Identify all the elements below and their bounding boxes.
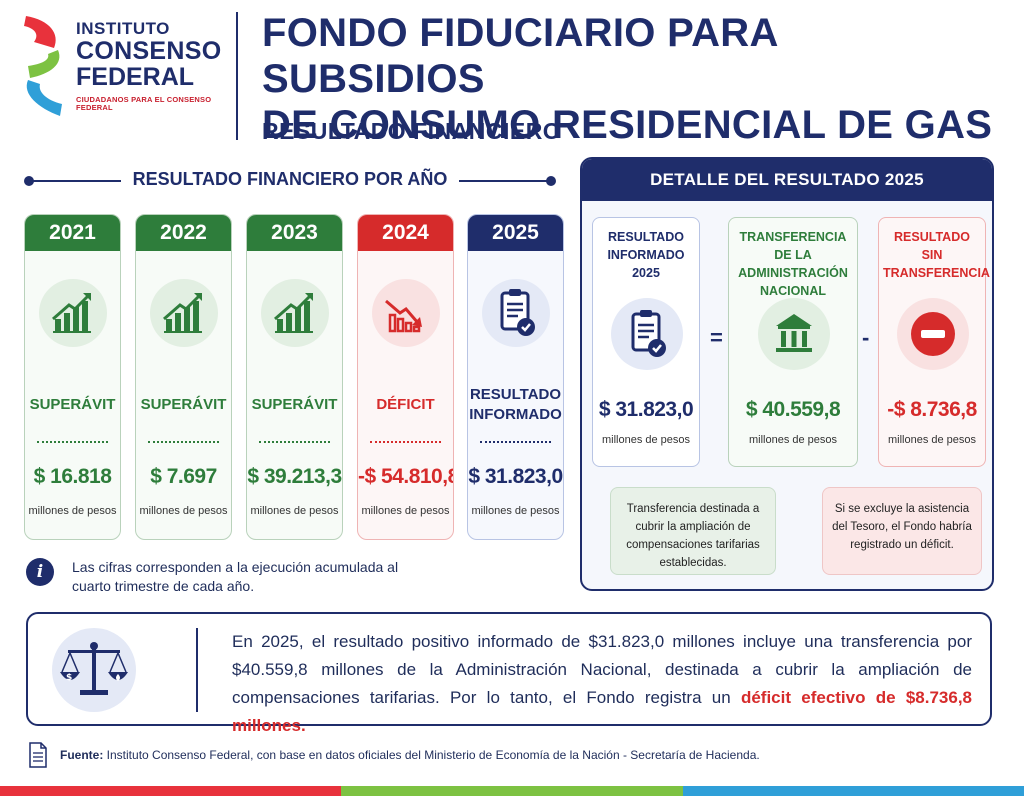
detail-card-without-transfer: RESULTADO SIN TRANSFERENCIA -$ 8.736,8 m…	[878, 217, 990, 467]
year-value: $ 39.213,3	[247, 465, 342, 488]
detail-card-transfer: TRANSFERENCIA DE LA ADMINISTRACIÓN NACIO…	[728, 217, 858, 467]
section-dot-right	[546, 176, 556, 186]
detail-card-unit: millones de pesos	[887, 434, 977, 446]
title-line: TRANSFERENCIA	[883, 266, 990, 280]
title-line: INFORMADO 2025	[607, 248, 685, 280]
year-unit: millones de pesos	[139, 505, 228, 517]
equals-sign: =	[710, 325, 723, 350]
year-value: $ 16.818	[33, 465, 112, 488]
minus-circle-icon	[897, 298, 969, 370]
dotted-separator	[480, 441, 551, 443]
year-label: 2021	[25, 215, 120, 251]
detail-card-unit: millones de pesos	[748, 434, 838, 446]
year-status-line-2: INFORMADO	[469, 406, 562, 423]
chart-up-icon	[150, 279, 218, 347]
detail-card-title: TRANSFERENCIA DE LA ADMINISTRACIÓN NACIO…	[733, 228, 853, 300]
detail-card-unit: millones de pesos	[601, 434, 691, 446]
title-line: RESULTADO	[608, 230, 684, 244]
section-dot-left	[24, 176, 34, 186]
logo-line-3: FEDERAL	[76, 63, 195, 91]
source-note: Fuente: Instituto Consenso Federal, con …	[60, 748, 760, 762]
footer-color-bar	[0, 786, 1024, 796]
institute-logo: INSTITUTO CONSENSO FEDERAL CIUDADANOS PA…	[20, 10, 230, 130]
dotted-separator	[259, 441, 330, 443]
year-unit: millones de pesos	[471, 505, 560, 517]
government-building-icon	[758, 298, 830, 370]
year-value: $ 31.823,0	[468, 465, 563, 488]
transfer-note: Transferencia destinada a cubrir la ampl…	[610, 487, 776, 575]
logo-tagline: CIUDADANOS PARA EL CONSENSO FEDERAL	[76, 95, 212, 112]
detail-card-title: RESULTADO INFORMADO 2025	[597, 228, 695, 282]
summary-text: En 2025, el resultado positivo informado…	[232, 628, 972, 740]
clipboard-check-icon	[482, 279, 550, 347]
source-text: Instituto Consenso Federal, con base en …	[103, 748, 760, 762]
year-unit: millones de pesos	[361, 505, 450, 517]
chart-up-icon	[261, 279, 329, 347]
title-line: ADMINISTRACIÓN	[738, 266, 848, 280]
year-status: RESULTADO INFORMADO	[468, 385, 563, 425]
year-label: 2023	[247, 215, 342, 251]
yearly-section-header: RESULTADO FINANCIERO POR AÑO	[24, 166, 556, 196]
year-card-2024: 2024 DÉFICIT -$ 54.810,8 millones de pes…	[357, 214, 454, 540]
info-icon: i	[26, 558, 54, 586]
dotted-separator	[37, 441, 108, 443]
detail-card-title: RESULTADO SIN TRANSFERENCIA	[883, 228, 990, 282]
color-bar-blue	[682, 786, 1024, 796]
year-card-2025: 2025 RESULTADO INFORMADO $ 31.823,0 mill…	[467, 214, 564, 540]
detail-card-value: $ 31.823,0	[598, 398, 694, 421]
year-value: -$ 54.810,8	[358, 465, 454, 488]
title-line-1: FONDO FIDUCIARIO PARA SUBSIDIOS	[262, 11, 778, 101]
logo-line-1: INSTITUTO	[76, 19, 170, 38]
summary-box: $ En 2025, el resultado positivo informa…	[26, 612, 992, 735]
source-label: Fuente:	[60, 748, 104, 762]
detail-title: DETALLE DEL RESULTADO 2025	[582, 159, 992, 201]
year-card-2021: 2021 SUPERÁVIT $ 16.818 millones de peso…	[24, 214, 121, 540]
year-card-2022: 2022 SUPERÁVIT $ 7.697 millones de pesos	[135, 214, 232, 540]
document-icon	[29, 742, 47, 768]
color-bar-green	[341, 786, 683, 796]
year-status: DÉFICIT	[376, 396, 435, 413]
header-divider	[236, 12, 238, 140]
balance-scale-icon: $	[52, 628, 136, 712]
detail-card-value: $ 40.559,8	[745, 398, 841, 421]
detail-panel: DETALLE DEL RESULTADO 2025 RESULTADO INF…	[580, 157, 994, 591]
year-card-2023: 2023 SUPERÁVIT $ 39.213,3 millones de pe…	[246, 214, 343, 540]
year-unit: millones de pesos	[28, 505, 117, 517]
title-line: TRANSFERENCIA DE LA	[739, 230, 847, 262]
year-value: $ 7.697	[150, 465, 217, 488]
year-label: 2022	[136, 215, 231, 251]
detail-card-reported: RESULTADO INFORMADO 2025 $ 31.823,0 mill…	[592, 217, 700, 467]
summary-body: En 2025, el resultado positivo informado…	[232, 632, 972, 707]
year-unit: millones de pesos	[250, 505, 339, 517]
chart-down-icon	[372, 279, 440, 347]
dotted-separator	[148, 441, 219, 443]
yearly-section-title: RESULTADO FINANCIERO POR AÑO	[120, 169, 460, 189]
page-title: FONDO FIDUCIARIO PARA SUBSIDIOS DE CONSU…	[262, 10, 1002, 148]
chart-up-icon	[39, 279, 107, 347]
svg-text:$: $	[66, 673, 72, 683]
year-status: SUPERÁVIT	[251, 396, 338, 413]
logo-mark-icon	[24, 16, 63, 116]
info-note: Las cifras corresponden a la ejecución a…	[72, 559, 399, 594]
clipboard-check-icon	[611, 298, 683, 370]
year-status: SUPERÁVIT	[140, 396, 227, 413]
summary-divider	[196, 628, 198, 712]
title-line: NACIONAL	[760, 284, 826, 298]
page-subtitle: RESULTADO FINANCIERO	[262, 118, 562, 144]
logo-line-2: CONSENSO	[76, 37, 222, 65]
title-line: RESULTADO SIN	[894, 230, 970, 262]
dotted-separator	[370, 441, 441, 443]
summary-highlight: déficit efectivo de $8.736,8 millones.	[232, 688, 972, 735]
detail-card-value: -$ 8.736,8	[887, 398, 977, 421]
exclusion-note: Si se excluye la asistencia del Tesoro, …	[822, 487, 982, 575]
year-label: 2025	[468, 215, 563, 251]
year-label: 2024	[358, 215, 453, 251]
year-status: SUPERÁVIT	[29, 396, 116, 413]
title-line-2: DE CONSUMO RESIDENCIAL DE GAS	[262, 103, 993, 147]
minus-sign: -	[862, 325, 870, 350]
color-bar-red	[0, 786, 342, 796]
year-status-line-1: RESULTADO	[469, 386, 562, 403]
